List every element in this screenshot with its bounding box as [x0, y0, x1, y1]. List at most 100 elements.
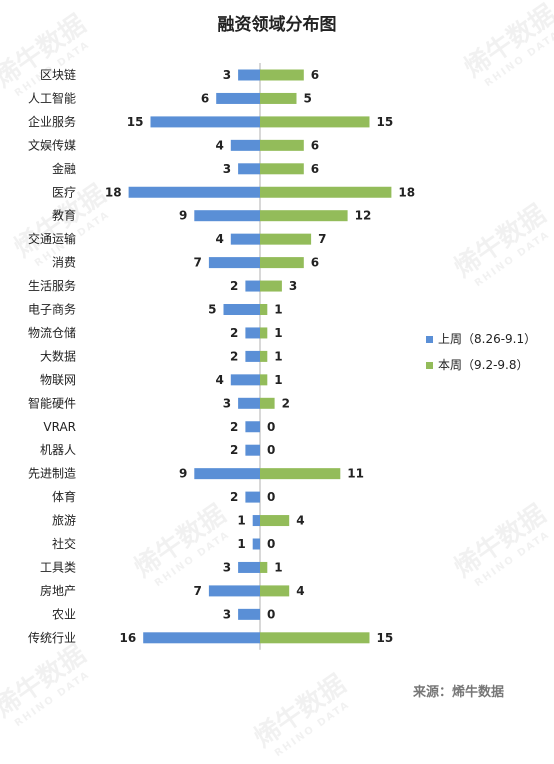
bar-last-week — [216, 92, 260, 104]
data-label-last-week: 1 — [237, 537, 245, 551]
data-label-this-week: 0 — [267, 537, 275, 551]
bar-this-week — [260, 163, 304, 175]
data-label-last-week: 2 — [230, 490, 238, 504]
bar-this-week — [260, 210, 348, 222]
category-label: 物联网 — [40, 373, 76, 387]
bar-last-week — [245, 421, 260, 433]
bar-this-week — [260, 186, 392, 198]
bar-last-week — [245, 444, 260, 456]
data-label-this-week: 4 — [296, 514, 304, 528]
bar-last-week — [128, 186, 260, 198]
bar-this-week — [260, 585, 290, 597]
bar-this-week — [260, 374, 268, 386]
category-label: 文娱传媒 — [28, 137, 76, 152]
data-label-last-week: 3 — [223, 560, 231, 574]
category-label: 生活服务 — [28, 278, 76, 293]
data-label-this-week: 1 — [274, 326, 282, 340]
category-label: 传统行业 — [28, 630, 76, 645]
bar-last-week — [230, 233, 260, 245]
category-label: 旅游 — [52, 514, 76, 528]
data-label-last-week: 2 — [230, 420, 238, 434]
data-label-this-week: 11 — [347, 467, 364, 481]
category-label: 物流仓储 — [28, 325, 76, 340]
bar-last-week — [245, 327, 260, 339]
category-label: 教育 — [52, 208, 76, 223]
data-label-last-week: 4 — [215, 138, 223, 152]
data-label-last-week: 3 — [223, 68, 231, 82]
category-label: VRAR — [43, 420, 76, 434]
bar-this-week — [260, 327, 268, 339]
category-label: 电子商务 — [28, 302, 76, 317]
bar-last-week — [238, 608, 260, 620]
data-label-last-week: 2 — [230, 349, 238, 363]
data-label-last-week: 4 — [215, 232, 223, 246]
bar-last-week — [150, 116, 260, 128]
category-label: 人工智能 — [28, 90, 76, 105]
category-label: 农业 — [52, 607, 76, 621]
category-label: 房地产 — [40, 583, 76, 598]
bar-this-week — [260, 116, 370, 128]
bar-this-week — [260, 257, 304, 269]
bar-last-week — [230, 374, 260, 386]
data-label-last-week: 3 — [223, 607, 231, 621]
bar-last-week — [252, 538, 260, 550]
bar-this-week — [260, 92, 297, 104]
data-label-this-week: 0 — [267, 443, 275, 457]
category-label: 先进制造 — [28, 467, 76, 481]
data-label-last-week: 3 — [223, 396, 231, 410]
bar-last-week — [238, 69, 260, 81]
legend-swatch-this-week — [426, 362, 433, 369]
data-label-last-week: 18 — [105, 185, 122, 199]
category-label: 企业服务 — [28, 114, 76, 129]
bar-this-week — [260, 233, 312, 245]
data-label-this-week: 3 — [289, 279, 297, 293]
data-label-last-week: 9 — [179, 209, 187, 223]
legend-swatch-last-week — [426, 336, 433, 343]
data-label-last-week: 2 — [230, 326, 238, 340]
bar-last-week — [238, 397, 260, 409]
data-label-last-week: 15 — [127, 115, 144, 129]
bar-last-week — [238, 561, 260, 573]
data-label-this-week: 5 — [304, 91, 312, 105]
data-label-last-week: 5 — [208, 303, 216, 317]
data-label-this-week: 18 — [398, 185, 415, 199]
category-label: 消费 — [52, 256, 76, 270]
data-label-this-week: 6 — [311, 68, 319, 82]
data-label-last-week: 6 — [201, 91, 209, 105]
bar-last-week — [223, 304, 260, 315]
data-label-last-week: 1 — [237, 514, 245, 528]
bar-this-week — [260, 561, 268, 573]
bar-last-week — [194, 210, 260, 222]
category-label: 体育 — [52, 489, 76, 504]
chart-title: 融资领域分布图 — [217, 15, 337, 35]
legend-label-this-week: 本周（9.2-9.8） — [438, 358, 529, 372]
bar-last-week — [245, 350, 260, 362]
bar-this-week — [260, 304, 268, 315]
data-label-this-week: 1 — [274, 303, 282, 317]
bar-this-week — [260, 632, 370, 644]
data-label-this-week: 6 — [311, 162, 319, 176]
data-label-this-week: 1 — [274, 560, 282, 574]
bar-last-week — [208, 585, 260, 597]
legend-item-this-week: 本周（9.2-9.8） — [426, 356, 529, 373]
data-label-this-week: 15 — [377, 115, 394, 129]
legend-item-last-week: 上周（8.26-9.1） — [426, 330, 536, 347]
category-label: 智能硬件 — [28, 395, 76, 410]
data-label-this-week: 0 — [267, 420, 275, 434]
source-note: 来源：烯牛数据 — [413, 685, 505, 700]
bar-last-week — [245, 280, 260, 292]
data-label-this-week: 1 — [274, 349, 282, 363]
data-label-last-week: 7 — [194, 256, 202, 270]
data-label-last-week: 2 — [230, 443, 238, 457]
category-label: 金融 — [52, 161, 76, 176]
data-label-last-week: 3 — [223, 162, 231, 176]
bar-this-week — [260, 468, 341, 480]
category-label: 区块链 — [40, 67, 76, 82]
bar-this-week — [260, 397, 275, 409]
data-label-this-week: 6 — [311, 256, 319, 270]
category-label: 大数据 — [40, 348, 76, 363]
bar-last-week — [252, 515, 260, 527]
bar-this-week — [260, 69, 304, 81]
data-label-this-week: 2 — [282, 396, 290, 410]
